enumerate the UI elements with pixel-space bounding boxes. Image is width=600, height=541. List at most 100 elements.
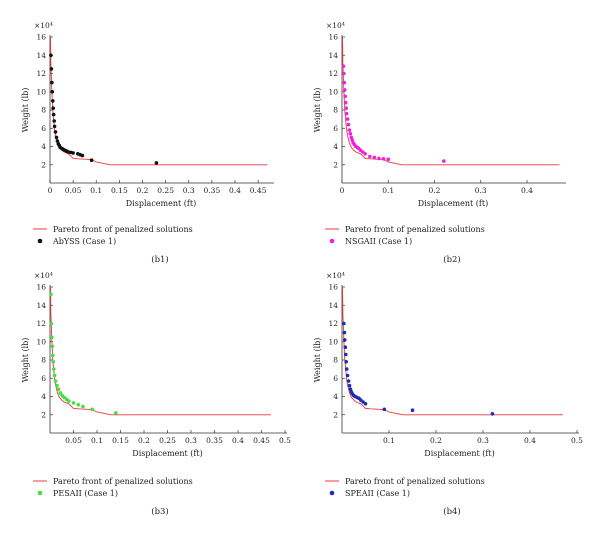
x-axis-label: Displacement (ft) <box>418 199 488 208</box>
x-tick-label: 0.4 <box>229 186 241 195</box>
chart-panel-1: 2 4 6 8 10 12 14 16 0 0.05 0.1 0.15 0.2 0.25 0.3 0.35 0.… <box>21 21 274 265</box>
y-tick-label: 8 <box>333 356 338 365</box>
y-tick-label: 16 <box>328 283 338 292</box>
data-point <box>345 117 350 121</box>
legend: Pareto front of penalized solutions PESAI… <box>33 477 193 498</box>
data-point <box>67 399 71 403</box>
x-axis-label: Displacement (ft) <box>132 449 202 458</box>
y-tick-label: 6 <box>333 124 338 133</box>
y-tick-label: 2 <box>333 410 338 419</box>
data-point <box>342 330 347 335</box>
data-point <box>80 153 85 158</box>
x-tick-label: 0.3 <box>183 186 195 195</box>
y-tick-label: 2 <box>41 410 46 419</box>
data-point <box>344 367 349 371</box>
pareto-front-line <box>50 286 271 416</box>
x-axis-label: Displacement (ft) <box>126 199 196 208</box>
y-tick-label: 2 <box>41 160 46 169</box>
data-point <box>342 80 347 85</box>
legend-entry-label: Pareto front of penalized solutions <box>53 477 193 486</box>
x-tick-label: 0.1 <box>382 186 394 195</box>
data-point <box>90 407 95 412</box>
y-tick-label: 6 <box>41 374 46 383</box>
y-tick-label: 4 <box>41 392 46 401</box>
data-point <box>386 157 391 162</box>
legend-entry-label: NSGAII (Case 1) <box>345 237 412 246</box>
data-point <box>54 135 59 140</box>
y-tick-label: 4 <box>41 142 46 151</box>
y-tick-label: 14 <box>36 301 46 310</box>
data-point <box>343 345 348 350</box>
x-tick-label: 0.35 <box>206 436 223 445</box>
data-point <box>377 156 381 161</box>
data-point <box>55 383 59 388</box>
y-multiplier: ×10⁴ <box>326 21 345 30</box>
x-tick-label: 0 <box>48 186 53 195</box>
legend-entry-label: Pareto front of penalized solutions <box>345 225 485 234</box>
data-point <box>343 338 347 342</box>
data-point <box>343 94 348 99</box>
y-tick-label: 6 <box>41 124 46 133</box>
data-point <box>76 402 80 407</box>
y-axis-label: Weight (lb) <box>21 88 30 133</box>
data-point <box>53 130 58 134</box>
data-point <box>52 124 57 129</box>
data-point <box>89 158 94 162</box>
x-tick-label: 0.05 <box>65 186 82 195</box>
y-tick-label: 12 <box>36 319 46 328</box>
data-point <box>51 99 55 103</box>
x-tick-label: 0.4 <box>524 436 536 445</box>
data-point <box>442 159 446 163</box>
x-tick-label: 0.2 <box>429 186 441 195</box>
data-point <box>49 67 54 71</box>
data-point <box>341 64 346 68</box>
x-tick-label: 0.45 <box>250 186 267 195</box>
data-point <box>71 401 76 405</box>
legend-marker-swatch <box>37 490 43 496</box>
x-tick-label: 0.2 <box>137 186 149 195</box>
data-point <box>114 411 118 415</box>
y-tick-label: 12 <box>328 69 338 78</box>
y-tick-label: 4 <box>333 142 338 151</box>
data-point <box>343 100 348 105</box>
data-point <box>154 161 159 165</box>
legend: Pareto front of penalized solutions SPEAI… <box>325 477 485 498</box>
y-tick-label: 14 <box>328 301 338 310</box>
data-point <box>381 157 386 161</box>
data-point <box>368 154 372 159</box>
x-tick-label: 0.3 <box>185 436 197 445</box>
data-point <box>345 373 350 378</box>
data-point <box>342 321 346 326</box>
data-point <box>50 344 55 349</box>
data-point <box>363 152 367 156</box>
data-point <box>342 71 346 76</box>
data-point <box>50 335 54 340</box>
x-tick-label: 0.25 <box>157 186 174 195</box>
x-tick-label: 0.05 <box>65 436 82 445</box>
data-point <box>490 412 495 416</box>
data-point <box>348 131 353 136</box>
data-point <box>56 387 61 392</box>
data-point <box>410 408 415 413</box>
data-point <box>49 292 53 297</box>
x-tick-label: 0.15 <box>112 436 129 445</box>
data-point <box>71 151 75 155</box>
y-tick-label: 10 <box>328 87 338 96</box>
chart-panel-3: 2 4 6 8 10 12 14 16 0.05 0.1 0.15 0.2 0.25 0.3 0.35 0.4… <box>21 271 291 517</box>
data-point <box>58 391 63 395</box>
data-point <box>346 122 351 127</box>
panel-label: (b4) <box>443 506 460 517</box>
x-tick-label: 0.1 <box>383 436 395 445</box>
data-point <box>363 402 368 406</box>
legend-entry-label: PESAII (Case 1) <box>53 489 118 498</box>
y-axis-label: Weight (lb) <box>313 338 322 383</box>
data-point <box>52 119 56 123</box>
y-tick-label: 10 <box>36 87 46 96</box>
legend-entry-label: Pareto front of penalized solutions <box>53 225 193 234</box>
y-tick-label: 10 <box>36 337 46 346</box>
data-point <box>382 407 387 412</box>
data-point <box>51 106 55 110</box>
data-point <box>349 135 354 140</box>
legend-marker-swatch <box>329 238 335 244</box>
data-point <box>344 360 349 364</box>
